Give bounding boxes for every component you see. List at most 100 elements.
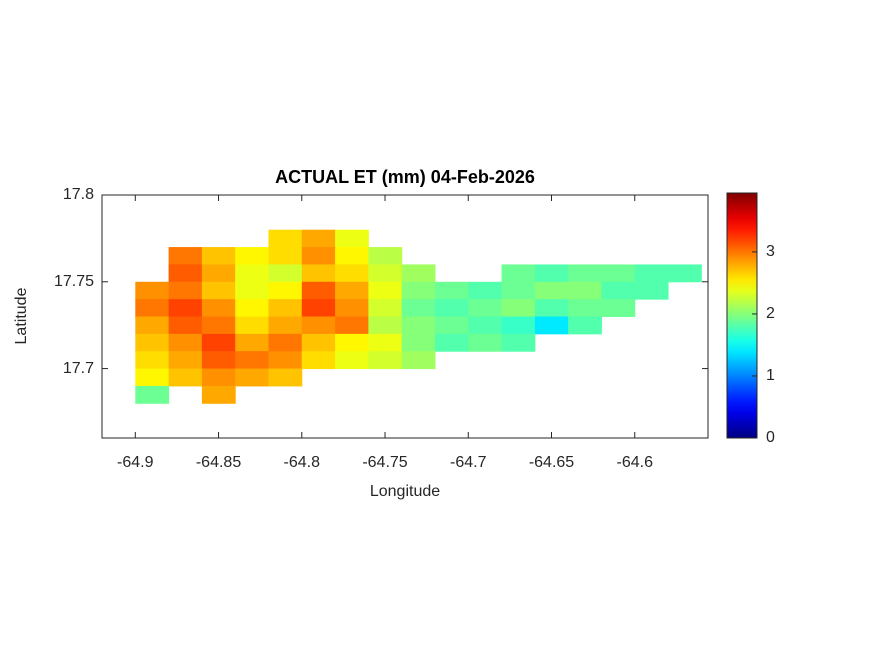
et-cell: [168, 351, 203, 370]
et-cell: [268, 368, 303, 387]
et-cell: [401, 281, 436, 300]
et-cell: [268, 333, 303, 352]
et-cell: [301, 333, 336, 352]
et-cell: [501, 281, 536, 300]
et-cell: [601, 299, 636, 317]
et-cell: [135, 368, 170, 387]
et-cell: [201, 281, 236, 300]
et-cell: [568, 281, 602, 300]
et-cell: [235, 316, 269, 335]
et-cell: [501, 264, 536, 283]
et-cell: [235, 281, 269, 300]
y-tick-label: 17.75: [54, 273, 94, 290]
et-cell: [368, 247, 403, 265]
et-cell: [368, 281, 403, 300]
et-cell: [368, 264, 403, 283]
et-cell: [601, 264, 636, 283]
et-cell: [634, 264, 669, 283]
et-cell: [501, 333, 536, 352]
et-cell: [568, 264, 602, 283]
et-cell: [301, 299, 336, 317]
et-cell: [168, 299, 203, 317]
et-cell: [201, 316, 236, 335]
et-cell: [401, 264, 436, 283]
x-tick-label: -64.65: [529, 454, 574, 471]
et-cell: [468, 333, 503, 352]
colorbar-tick-label: 3: [766, 243, 775, 260]
et-cell: [534, 264, 569, 283]
et-cell: [268, 264, 303, 283]
et-cell: [135, 281, 170, 300]
et-cell: [301, 281, 336, 300]
et-cell: [335, 281, 369, 300]
et-cell: [335, 247, 369, 265]
et-cell: [201, 264, 236, 283]
et-cell: [335, 333, 369, 352]
et-cell: [434, 299, 469, 317]
y-tick-label: 17.8: [63, 186, 94, 203]
et-cell: [135, 333, 170, 352]
et-cell: [368, 316, 403, 335]
et-cell: [235, 368, 269, 387]
et-cell: [301, 316, 336, 335]
et-cell: [301, 264, 336, 283]
et-cell: [634, 281, 669, 300]
et-cell: [468, 281, 503, 300]
et-cell: [335, 299, 369, 317]
colorbar-tick-label: 1: [766, 367, 775, 384]
et-cell: [135, 299, 170, 317]
et-cell: [501, 316, 536, 335]
et-cell: [368, 299, 403, 317]
et-cell: [301, 247, 336, 265]
et-cell: [235, 264, 269, 283]
et-cell: [368, 351, 403, 370]
et-cell: [401, 333, 436, 352]
et-cell: [368, 333, 403, 352]
x-tick-label: -64.7: [450, 454, 487, 471]
et-cell: [301, 229, 336, 248]
et-cell: [168, 247, 203, 265]
et-cell: [534, 299, 569, 317]
et-cell: [568, 299, 602, 317]
x-tick-label: -64.6: [617, 454, 654, 471]
y-axis-label: Latitude: [13, 287, 30, 344]
x-tick-label: -64.85: [196, 454, 241, 471]
et-cell: [434, 281, 469, 300]
et-cell: [201, 368, 236, 387]
et-cell: [235, 351, 269, 370]
et-cell: [401, 316, 436, 335]
et-cell: [235, 247, 269, 265]
et-cell: [568, 316, 602, 335]
et-cell: [268, 281, 303, 300]
axes-box: [101, 194, 709, 439]
et-cell: [268, 299, 303, 317]
y-tick-label: 17.7: [63, 360, 94, 377]
et-cell: [434, 316, 469, 335]
et-cell: [201, 299, 236, 317]
et-cell: [534, 281, 569, 300]
colorbar: [726, 192, 758, 439]
et-cell: [335, 316, 369, 335]
et-cell: [501, 299, 536, 317]
et-cell: [168, 264, 203, 283]
x-tick-label: -64.75: [362, 454, 407, 471]
et-cell: [201, 333, 236, 352]
et-cell: [335, 229, 369, 248]
et-cell: [534, 316, 569, 335]
et-cell: [235, 299, 269, 317]
et-cell: [201, 385, 236, 404]
et-cell: [335, 264, 369, 283]
et-cell: [401, 299, 436, 317]
et-cell: [268, 247, 303, 265]
et-cell: [168, 368, 203, 387]
et-cell: [268, 229, 303, 248]
et-cell: [135, 385, 170, 404]
x-axis-label: Longitude: [370, 483, 440, 500]
et-cell: [201, 351, 236, 370]
et-cell: [468, 316, 503, 335]
colorbar-tick-label: 0: [766, 429, 775, 446]
et-cell: [668, 264, 702, 283]
et-cell: [135, 351, 170, 370]
x-tick-label: -64.8: [284, 454, 321, 471]
